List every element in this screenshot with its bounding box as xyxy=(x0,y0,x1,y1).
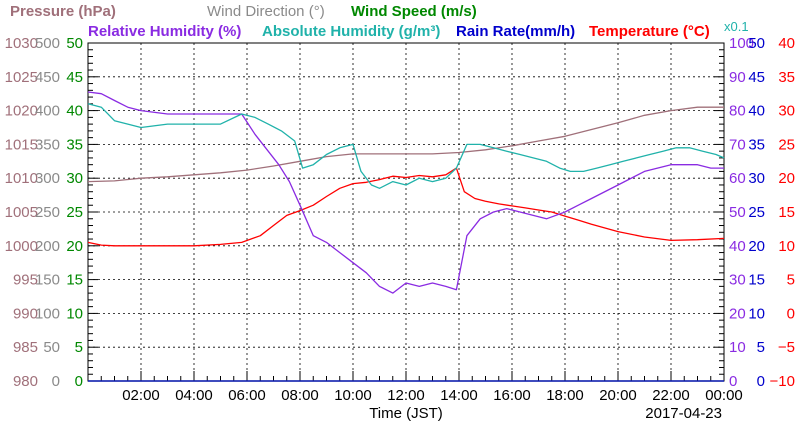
scale-note: x0.1 xyxy=(724,19,749,34)
x-tick-label: 16:00 xyxy=(493,387,531,404)
rain-rate-tick-label: 35 xyxy=(748,136,765,153)
temperature-tick-label: 15 xyxy=(778,204,795,221)
wind-direction-tick-label: 150 xyxy=(35,272,60,289)
x-tick-label: 20:00 xyxy=(599,387,637,404)
legend-pressure: Pressure (hPa) xyxy=(10,3,116,20)
temperature-tick-label: −5 xyxy=(778,339,795,356)
temperature-tick-label: −10 xyxy=(770,373,795,390)
wind-speed-tick-label: 10 xyxy=(66,305,83,322)
x-tick-label: 06:00 xyxy=(228,387,266,404)
pressure-tick-label: 1005 xyxy=(5,204,38,221)
legend-temperature: Temperature (°C) xyxy=(589,23,710,40)
humidity-tick-label: 90 xyxy=(729,69,746,86)
pressure-tick-label: 1010 xyxy=(5,170,38,187)
wind-direction-tick-label: 400 xyxy=(35,103,60,120)
humidity-tick-label: 70 xyxy=(729,136,746,153)
x-tick-label: 14:00 xyxy=(440,387,478,404)
wind-speed-tick-label: 45 xyxy=(66,69,83,86)
humidity-tick-label: 20 xyxy=(729,305,746,322)
legend-wind-direction: Wind Direction (°) xyxy=(207,3,325,20)
temperature-tick-label: 0 xyxy=(787,305,795,322)
wind-direction-tick-label: 100 xyxy=(35,305,60,322)
legend-relative-humidity: Relative Humidity (%) xyxy=(88,23,241,40)
wind-direction-tick-label: 300 xyxy=(35,170,60,187)
humidity-tick-label: 100 xyxy=(729,35,754,52)
rain-rate-tick-label: 5 xyxy=(757,339,765,356)
pressure-tick-label: 1000 xyxy=(5,238,38,255)
rain-rate-tick-label: 20 xyxy=(748,238,765,255)
series-line-absolute-humidity-g-m xyxy=(87,103,725,189)
wind-direction-tick-label: 450 xyxy=(35,69,60,86)
x-axis-label: Time (JST) xyxy=(369,405,443,422)
humidity-tick-label: 80 xyxy=(729,103,746,120)
pressure-tick-label: 995 xyxy=(13,272,38,289)
wind-direction-tick-label: 200 xyxy=(35,238,60,255)
temperature-tick-label: 30 xyxy=(778,103,795,120)
x-tick-label: 22:00 xyxy=(652,387,690,404)
temperature-tick-label: 25 xyxy=(778,136,795,153)
humidity-tick-label: 10 xyxy=(729,339,746,356)
legend-absolute-humidity: Absolute Humidity (g/m³) xyxy=(262,23,440,40)
chart-legend: Pressure (hPa) Wind Direction (°) Wind S… xyxy=(10,3,749,40)
rain-rate-tick-label: 0 xyxy=(757,373,765,390)
humidity-tick-label: 0 xyxy=(729,373,737,390)
pressure-tick-label: 1030 xyxy=(5,35,38,52)
temperature-tick-label: 40 xyxy=(778,35,795,52)
x-tick-label: 02:00 xyxy=(122,387,160,404)
wind-direction-tick-label: 50 xyxy=(43,339,60,356)
y-axes: 1030102510201015101010051000995990985980… xyxy=(5,35,795,390)
wind-direction-tick-label: 350 xyxy=(35,136,60,153)
wind-speed-tick-label: 50 xyxy=(66,35,83,52)
humidity-tick-label: 50 xyxy=(729,204,746,221)
series-line-temperature-c xyxy=(87,167,725,247)
rain-rate-tick-label: 45 xyxy=(748,69,765,86)
temperature-tick-label: 5 xyxy=(787,272,795,289)
temperature-tick-label: 10 xyxy=(778,238,795,255)
temperature-tick-label: 35 xyxy=(778,69,795,86)
wind-speed-tick-label: 30 xyxy=(66,170,83,187)
pressure-tick-label: 1015 xyxy=(5,136,38,153)
legend-wind-speed: Wind Speed (m/s) xyxy=(351,3,477,20)
rain-rate-tick-label: 40 xyxy=(748,103,765,120)
rain-rate-tick-label: 25 xyxy=(748,204,765,221)
x-tick-label: 08:00 xyxy=(281,387,319,404)
x-tick-label: 18:00 xyxy=(546,387,584,404)
wind-speed-tick-label: 35 xyxy=(66,136,83,153)
wind-speed-tick-label: 25 xyxy=(66,204,83,221)
pressure-tick-label: 1020 xyxy=(5,103,38,120)
rain-rate-tick-label: 15 xyxy=(748,272,765,289)
wind-direction-tick-label: 250 xyxy=(35,204,60,221)
rain-rate-tick-label: 30 xyxy=(748,170,765,187)
wind-speed-tick-label: 0 xyxy=(75,373,83,390)
date-label: 2017-04-23 xyxy=(645,405,722,422)
x-tick-label: 00:00 xyxy=(705,387,743,404)
humidity-tick-label: 60 xyxy=(729,170,746,187)
wind-speed-tick-label: 15 xyxy=(66,272,83,289)
wind-direction-tick-label: 0 xyxy=(52,373,60,390)
pressure-tick-label: 985 xyxy=(13,339,38,356)
legend-rain-rate: Rain Rate(mm/h) xyxy=(456,23,575,40)
temperature-tick-label: 20 xyxy=(778,170,795,187)
series-line-pressure-hpa xyxy=(87,106,724,183)
series-line-relative-humidity xyxy=(87,91,724,294)
rain-rate-tick-label: 10 xyxy=(748,305,765,322)
x-axis: 02:00 04:00 06:00 08:00 10:00 12:00 14:00 16:00… xyxy=(87,371,743,404)
grid-lines xyxy=(88,43,724,381)
series-lines xyxy=(87,91,725,382)
wind-direction-tick-label: 500 xyxy=(35,35,60,52)
rain-rate-tick-label: 50 xyxy=(748,35,765,52)
x-tick-label: 10:00 xyxy=(334,387,372,404)
pressure-tick-label: 980 xyxy=(13,373,38,390)
humidity-tick-label: 30 xyxy=(729,272,746,289)
pressure-tick-label: 990 xyxy=(13,305,38,322)
x-tick-label: 12:00 xyxy=(387,387,425,404)
wind-speed-tick-label: 5 xyxy=(75,339,83,356)
wind-speed-tick-label: 40 xyxy=(66,103,83,120)
wind-speed-tick-label: 20 xyxy=(66,238,83,255)
pressure-tick-label: 1025 xyxy=(5,69,38,86)
humidity-tick-label: 40 xyxy=(729,238,746,255)
x-tick-label: 04:00 xyxy=(175,387,213,404)
